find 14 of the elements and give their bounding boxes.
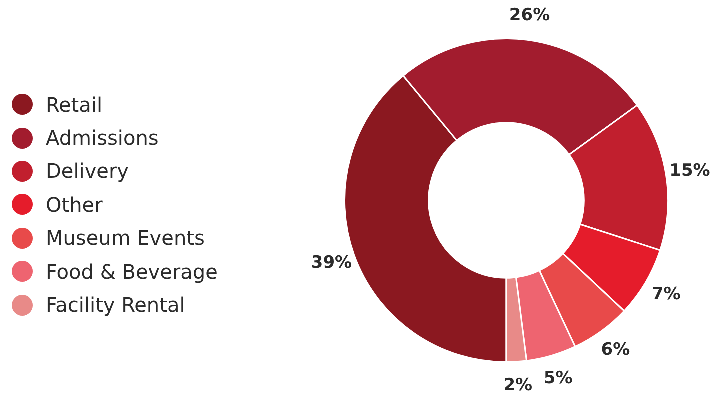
data-label: 26% — [509, 6, 550, 26]
legend-label: Food & Beverage — [46, 260, 218, 284]
legend-label: Delivery — [46, 159, 130, 184]
legend-label: Retail — [46, 92, 103, 117]
legend-label: Admissions — [46, 126, 159, 150]
data-label: 15% — [670, 160, 710, 181]
data-label: 2% — [504, 375, 533, 396]
legend-label: Facility Rental — [46, 293, 186, 318]
data-label: 6% — [601, 340, 630, 360]
data-label: 39% — [311, 252, 352, 273]
legend-label: Museum Events — [46, 226, 205, 250]
data-label: 5% — [544, 368, 573, 388]
legend-label: Other — [46, 192, 103, 217]
data-label: 7% — [652, 284, 681, 304]
